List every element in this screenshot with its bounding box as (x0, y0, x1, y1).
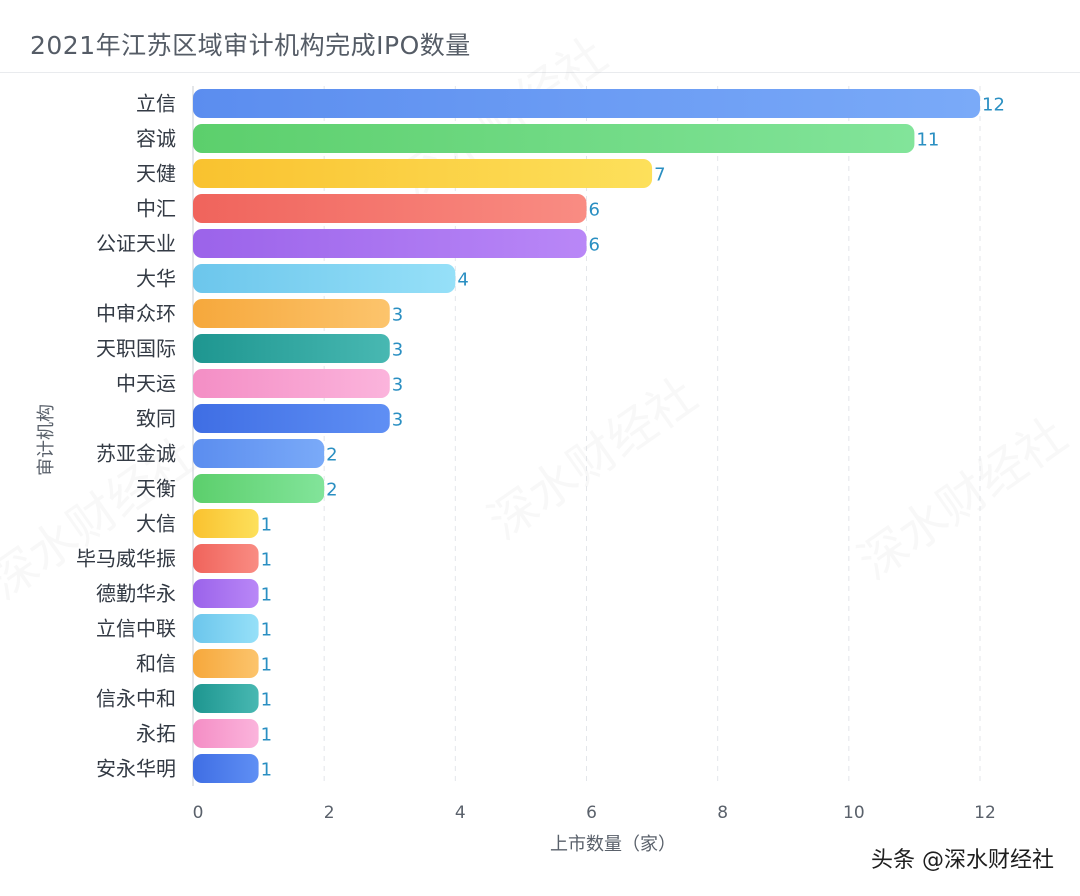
bar (193, 754, 259, 783)
bar (193, 614, 259, 643)
value-label: 11 (916, 130, 939, 151)
bar (193, 229, 587, 258)
value-label: 1 (261, 760, 272, 781)
value-label: 3 (392, 340, 403, 361)
category-label: 德勤华永 (96, 582, 176, 606)
category-label: 安永华明 (96, 757, 176, 781)
value-label: 6 (589, 200, 600, 221)
bar (193, 334, 390, 363)
category-label: 和信 (136, 652, 176, 676)
value-label: 7 (654, 165, 665, 186)
bar (193, 684, 259, 713)
value-label: 1 (261, 725, 272, 746)
bar (193, 264, 456, 293)
category-label: 立信中联 (96, 617, 176, 641)
category-label: 天职国际 (96, 337, 176, 361)
bar (193, 89, 980, 118)
x-tick-labels: 0 2 4 6 8 10 12 (193, 803, 996, 823)
category-label: 大华 (136, 267, 176, 291)
category-label: 中汇 (136, 197, 176, 221)
bar (193, 719, 259, 748)
value-label: 1 (261, 585, 272, 606)
bar (193, 194, 587, 223)
y-axis-title: 审计机构 (36, 404, 57, 476)
value-label: 1 (261, 515, 272, 536)
bar (193, 579, 259, 608)
title-divider (0, 72, 1080, 73)
value-label: 3 (392, 375, 403, 396)
bar (193, 439, 325, 468)
grid-lines (192, 86, 981, 786)
x-tick-label: 0 (193, 803, 204, 823)
value-label: 3 (392, 410, 403, 431)
value-label: 4 (457, 270, 468, 291)
value-label: 1 (261, 620, 272, 641)
bar (193, 544, 259, 573)
category-label: 公证天业 (96, 232, 176, 256)
category-label: 天衡 (136, 477, 176, 501)
credit-text: 头条 @深水财经社 (871, 848, 1054, 873)
category-label: 致同 (136, 407, 176, 431)
value-label: 2 (326, 480, 337, 501)
value-label: 1 (261, 690, 272, 711)
chart-title: 2021年江苏区域审计机构完成IPO数量 (30, 31, 471, 60)
category-label: 容诚 (136, 127, 176, 151)
x-tick-label: 4 (455, 803, 466, 823)
x-tick-label: 8 (717, 803, 728, 823)
bar (193, 299, 390, 328)
category-label: 大信 (136, 512, 176, 536)
category-label: 立信 (136, 92, 176, 116)
category-label: 毕马威华振 (76, 547, 176, 571)
category-label: 永拓 (136, 722, 176, 746)
bar (193, 159, 653, 188)
bar (193, 124, 915, 153)
x-tick-label: 12 (974, 803, 996, 823)
bar (193, 509, 259, 538)
bars (193, 89, 980, 783)
value-label: 3 (392, 305, 403, 326)
category-label: 苏亚金诚 (96, 442, 176, 466)
x-axis-title: 上市数量（家） (550, 834, 676, 855)
value-label: 12 (982, 95, 1005, 116)
value-label: 6 (589, 235, 600, 256)
category-label: 中天运 (116, 372, 176, 396)
bar (193, 404, 390, 433)
category-labels: 立信容诚天健中汇公证天业大华中审众环天职国际中天运致同苏亚金诚天衡大信毕马威华振… (76, 92, 176, 781)
bar (193, 369, 390, 398)
bar (193, 474, 325, 503)
value-label: 1 (261, 550, 272, 571)
value-label: 2 (326, 445, 337, 466)
x-tick-label: 2 (324, 803, 335, 823)
x-tick-label: 6 (586, 803, 597, 823)
category-label: 信永中和 (96, 687, 176, 711)
category-label: 天健 (136, 162, 176, 186)
category-label: 中审众环 (96, 302, 176, 326)
x-tick-label: 10 (843, 803, 865, 823)
value-label: 1 (261, 655, 272, 676)
bar (193, 649, 259, 678)
